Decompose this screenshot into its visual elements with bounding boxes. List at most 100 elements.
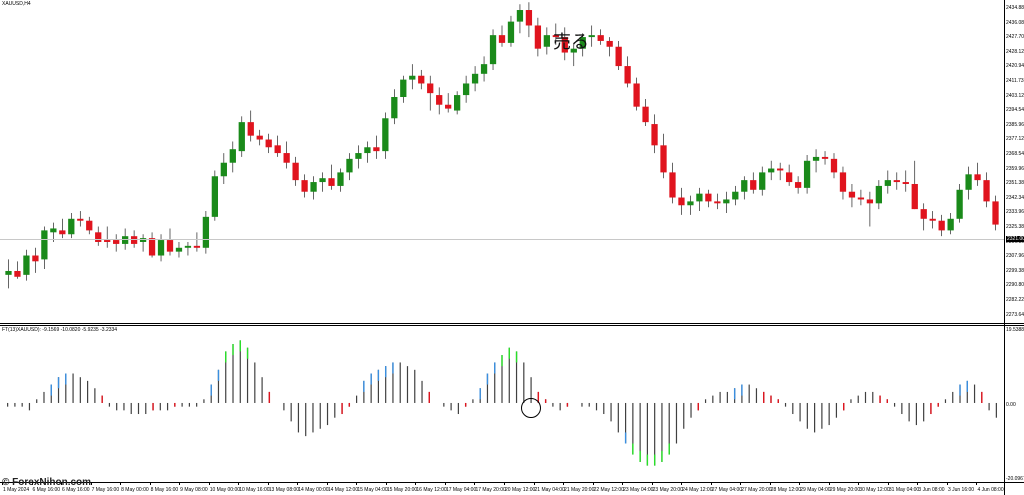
candle <box>59 218 66 239</box>
candle <box>884 170 891 194</box>
candle <box>812 149 820 173</box>
pane-divider-top <box>0 323 1024 324</box>
candle-body <box>902 182 909 184</box>
candle-body <box>543 35 551 47</box>
candle-body <box>462 83 470 96</box>
time-axis-tick <box>267 482 269 485</box>
candle <box>436 87 443 115</box>
time-axis-tick <box>474 482 476 485</box>
candle-body <box>821 156 829 159</box>
time-axis-tick <box>622 482 624 485</box>
candle <box>445 93 452 113</box>
time-axis-tick <box>356 482 358 485</box>
candle-body <box>588 35 595 38</box>
price-axis-label: 2325.380 <box>1006 224 1024 230</box>
time-axis-tick <box>887 482 889 485</box>
candle-body <box>489 35 497 65</box>
candle-body <box>678 197 685 206</box>
candle <box>220 153 227 184</box>
candle <box>741 176 748 200</box>
candle-body <box>615 46 622 67</box>
candle <box>974 162 981 186</box>
time-axis-label: 20 May 12:00 <box>505 487 536 493</box>
time-axis-tick <box>179 482 181 485</box>
candle-body <box>642 106 649 123</box>
candle-body <box>59 230 66 235</box>
candle <box>184 241 192 256</box>
candle <box>409 64 416 90</box>
candle <box>247 110 254 142</box>
time-axis-label: 6 May 16:00 <box>62 487 90 493</box>
candle <box>337 168 344 192</box>
candle-body <box>534 25 542 49</box>
candle-body <box>938 220 945 231</box>
candle <box>803 154 811 194</box>
candle-body <box>445 104 452 109</box>
candle <box>857 189 865 206</box>
price-axis-label: 2420.940 <box>1006 63 1024 70</box>
candle-body <box>373 147 380 152</box>
candle <box>911 160 918 210</box>
candle <box>875 180 883 210</box>
time-axis-label: 6 May 16:00 <box>32 487 61 493</box>
candle <box>705 189 712 208</box>
candle-body <box>41 230 48 260</box>
candle-body <box>247 122 254 136</box>
indicator-axis-label: 0.00 <box>1006 402 1016 408</box>
candle-body <box>265 139 272 148</box>
time-axis-tick <box>592 482 594 485</box>
candle-body <box>866 199 874 204</box>
candle-body <box>32 255 39 262</box>
time-axis-label: 10 May 16:00 <box>239 487 270 493</box>
time-axis-tick <box>385 482 387 485</box>
time-axis-label: 8 May 16:00 <box>150 487 179 493</box>
candle <box>462 75 470 103</box>
candle-body <box>427 83 434 94</box>
price-axis-label: 2351.380 <box>1006 180 1024 187</box>
candle <box>714 193 721 210</box>
candle <box>202 211 210 254</box>
candle-body <box>77 218 84 221</box>
candle-body <box>346 158 353 173</box>
candle-body <box>911 183 918 210</box>
candle-body <box>983 180 990 202</box>
candle <box>283 141 290 169</box>
candle-body <box>148 238 156 256</box>
candle-body <box>893 180 900 183</box>
time-axis-tick <box>651 482 653 485</box>
time-axis-label: 9 May 08:00 <box>180 487 208 493</box>
price-axis-label: 2359.960 <box>1006 165 1024 172</box>
candle <box>292 156 299 186</box>
candle-body <box>121 236 129 244</box>
time-axis-label: 24 May 12:00 <box>682 487 713 493</box>
candle <box>5 259 12 289</box>
candle <box>211 170 219 221</box>
candle-body <box>812 156 820 161</box>
price-chart-pane[interactable] <box>0 0 1004 323</box>
candle <box>95 226 102 246</box>
candle <box>732 185 739 206</box>
candle <box>615 40 622 70</box>
candle <box>355 145 362 169</box>
sell-annotation: 売る <box>553 32 589 53</box>
candle <box>328 164 335 190</box>
candle <box>86 216 93 235</box>
candle-body <box>732 191 739 200</box>
symbol-title: XAUUSD,H4 <box>2 1 31 7</box>
candle-body <box>400 79 407 98</box>
candle-body <box>974 174 981 181</box>
time-axis-label: 4 Jun 08:00 <box>977 487 1004 493</box>
candle-body <box>382 118 389 152</box>
time-axis-label: 3 Jun 16:00 <box>947 487 975 493</box>
time-axis-label: 8 May 00:00 <box>121 487 149 493</box>
candle <box>830 153 838 179</box>
indicator-pane[interactable] <box>0 325 1004 482</box>
time-axis-tick <box>444 482 446 485</box>
candle <box>238 116 245 157</box>
time-axis-tick <box>946 482 948 485</box>
time-axis-tick <box>504 482 505 485</box>
price-axis[interactable] <box>1004 0 1024 495</box>
candle <box>678 187 685 215</box>
time-axis-tick <box>976 482 978 485</box>
candle <box>274 135 281 157</box>
